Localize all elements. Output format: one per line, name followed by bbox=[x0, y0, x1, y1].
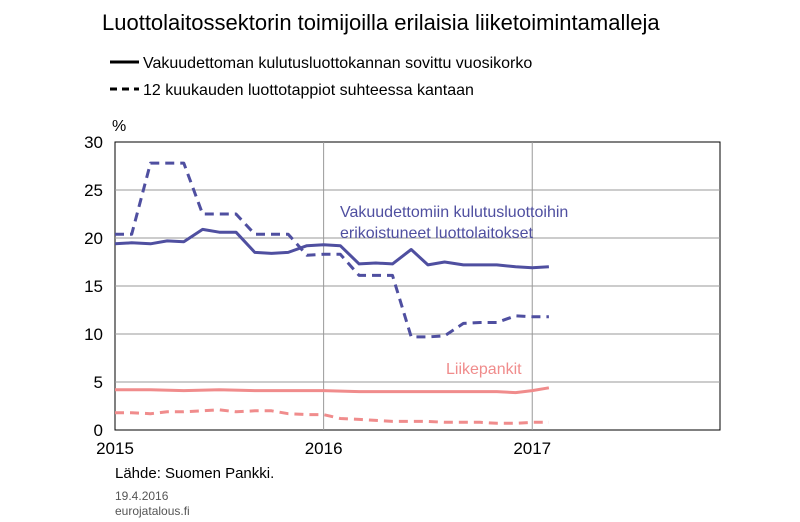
x-tick-label: 2015 bbox=[96, 439, 134, 458]
source-note: Lähde: Suomen Pankki. bbox=[115, 465, 274, 482]
legend: Vakuudettoman kulutusluottokannan sovitt… bbox=[110, 55, 532, 99]
x-tick-label: 2017 bbox=[513, 439, 551, 458]
legend-dashed-label: 12 kuukauden luottotappiot suhteessa kan… bbox=[143, 82, 474, 99]
y-axis-unit: % bbox=[112, 118, 126, 135]
series-line-0-solid bbox=[114, 227, 549, 270]
y-tick-label: 25 bbox=[84, 181, 103, 200]
annotation-specialised-line2: erikoistuneet luottolaitokset bbox=[340, 225, 534, 242]
series-line-2-solid bbox=[115, 386, 550, 395]
y-tick-label: 30 bbox=[84, 133, 103, 152]
y-tick-label: 15 bbox=[84, 277, 103, 296]
y-tick-label: 20 bbox=[84, 229, 103, 248]
x-tick-labels: 2015 2016 2017 bbox=[96, 439, 551, 458]
y-tick-label: 10 bbox=[84, 325, 103, 344]
series-lines bbox=[114, 161, 550, 425]
footer-site: eurojatalous.fi bbox=[115, 504, 190, 518]
x-tick-label: 2016 bbox=[305, 439, 343, 458]
gridlines bbox=[115, 142, 720, 430]
annotation-specialised-line1: Vakuudettomiin kulutusluottoihin bbox=[340, 204, 568, 221]
y-tick-label: 5 bbox=[94, 373, 103, 392]
y-tick-labels: 0 5 10 15 20 25 30 bbox=[84, 133, 103, 440]
legend-solid-label: Vakuudettoman kulutusluottokannan sovitt… bbox=[143, 55, 532, 72]
footer-date: 19.4.2016 bbox=[115, 489, 169, 503]
chart-title: Luottolaitossektorin toimijoilla erilais… bbox=[102, 10, 660, 35]
series-line-1-dashed bbox=[115, 161, 549, 339]
series-line-3-dashed bbox=[115, 408, 549, 425]
y-tick-label: 0 bbox=[94, 421, 103, 440]
annotation-commercial-banks: Liikepankit bbox=[446, 361, 522, 378]
